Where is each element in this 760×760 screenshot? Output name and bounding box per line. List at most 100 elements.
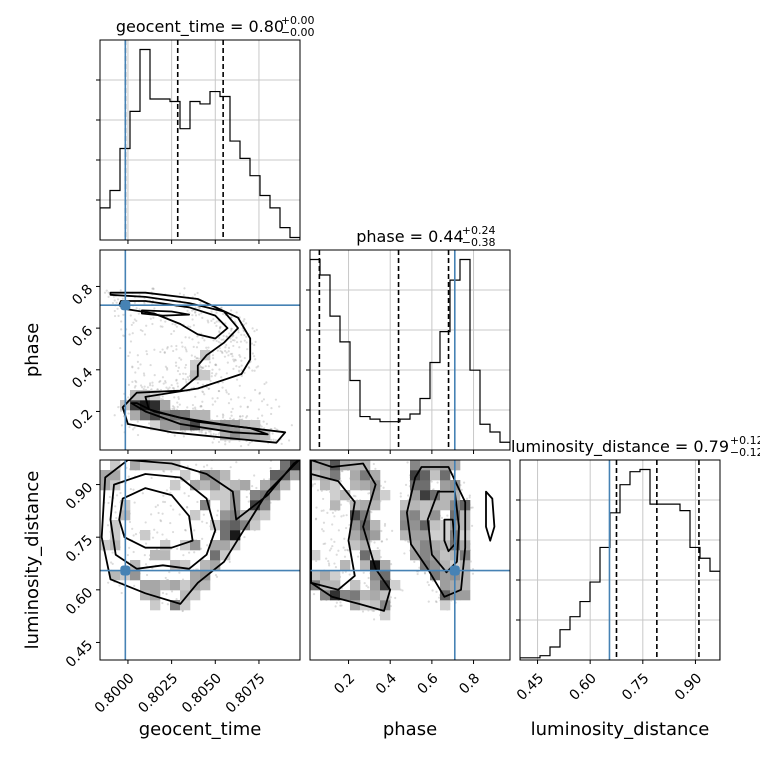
density-cell	[180, 580, 191, 591]
scatter-point	[238, 346, 241, 349]
scatter-point	[227, 346, 231, 349]
scatter-point	[182, 293, 185, 297]
density-cell	[360, 480, 371, 491]
scatter-point	[171, 386, 175, 390]
scatter-point	[235, 341, 239, 344]
scatter-point	[331, 511, 335, 514]
scatter-point	[191, 318, 194, 321]
density-cell	[330, 500, 341, 511]
scatter-point	[136, 433, 140, 437]
scatter-point	[196, 500, 199, 504]
contour-contour-inner	[118, 487, 194, 549]
scatter-point	[427, 600, 430, 603]
scatter-point	[170, 470, 173, 473]
scatter-point	[215, 514, 219, 517]
scatter-point	[316, 456, 318, 458]
density-cell	[220, 480, 231, 491]
density-cell	[200, 410, 211, 421]
density-cell	[360, 460, 371, 471]
scatter-point	[231, 339, 235, 342]
scatter-point	[346, 499, 349, 503]
scatter-point	[255, 451, 257, 453]
scatter-point	[301, 576, 303, 578]
scatter-point	[269, 427, 272, 431]
scatter-point	[346, 548, 349, 551]
density-cell	[370, 520, 381, 531]
scatter-point	[354, 495, 357, 498]
density-cell	[200, 580, 211, 591]
scatter-point	[232, 360, 236, 363]
density-cell	[140, 530, 151, 541]
scatter-point	[243, 356, 246, 360]
scatter-point	[293, 457, 295, 459]
scatter-point	[175, 364, 178, 367]
scatter-point	[131, 366, 134, 369]
scatter-point	[238, 415, 242, 418]
scatter-point	[175, 378, 178, 381]
scatter-point	[178, 513, 181, 516]
density-cell	[420, 510, 431, 521]
scatter-point	[137, 457, 139, 459]
scatter-point	[229, 340, 233, 343]
scatter-point	[207, 387, 210, 390]
scatter-point	[203, 339, 206, 342]
density-cell	[410, 510, 421, 521]
scatter-point	[215, 372, 218, 375]
scatter-point	[333, 562, 336, 565]
scatter-point	[468, 496, 471, 499]
scatter-point	[367, 576, 370, 580]
scatter-point	[209, 379, 212, 383]
scatter-point	[173, 406, 176, 409]
scatter-point	[129, 314, 132, 317]
scatter-point	[171, 530, 175, 534]
scatter-point	[246, 348, 249, 351]
scatter-point	[136, 420, 139, 423]
scatter-point	[144, 521, 147, 524]
scatter-point	[263, 382, 266, 386]
density-cell	[180, 470, 191, 481]
scatter-point	[427, 583, 431, 587]
density-cell	[420, 470, 431, 481]
scatter-point	[112, 295, 116, 298]
scatter-point	[253, 355, 256, 358]
scatter-point	[211, 354, 215, 357]
scatter-point	[142, 388, 145, 391]
density-cell	[230, 520, 241, 531]
scatter-point	[372, 462, 375, 466]
density-cell	[370, 530, 381, 541]
grid-layer	[100, 40, 720, 660]
density-cell	[180, 590, 191, 601]
scatter-point	[133, 386, 136, 389]
scatter-point	[206, 544, 209, 547]
density-cell	[170, 410, 181, 421]
scatter-point	[168, 453, 170, 455]
scatter-point	[139, 328, 142, 332]
scatter-point	[337, 529, 340, 532]
density-cell	[240, 510, 251, 521]
scatter-point	[192, 407, 195, 410]
x-tick-label: 0.8025	[135, 670, 181, 716]
scatter-point	[367, 586, 370, 589]
scatter-point	[434, 600, 438, 603]
scatter-point	[232, 334, 235, 337]
scatter-point	[194, 395, 197, 398]
density-cell	[240, 520, 251, 531]
scatter-point	[218, 336, 221, 340]
density-cell	[430, 470, 441, 481]
scatter-point	[374, 467, 377, 470]
scatter-point	[176, 401, 179, 404]
scatter-point	[145, 350, 148, 353]
scatter-point	[194, 310, 197, 313]
scatter-point	[211, 441, 214, 444]
scatter-point	[229, 309, 233, 312]
density-cell	[190, 590, 201, 601]
scatter-point	[131, 380, 134, 383]
scatter-point	[127, 475, 130, 478]
scatter-point	[219, 326, 222, 329]
title-minus: −0.38	[462, 236, 496, 249]
scatter-point	[352, 494, 355, 497]
scatter-point	[128, 520, 132, 524]
scatter-point	[339, 604, 342, 607]
scatter-point	[237, 369, 241, 372]
